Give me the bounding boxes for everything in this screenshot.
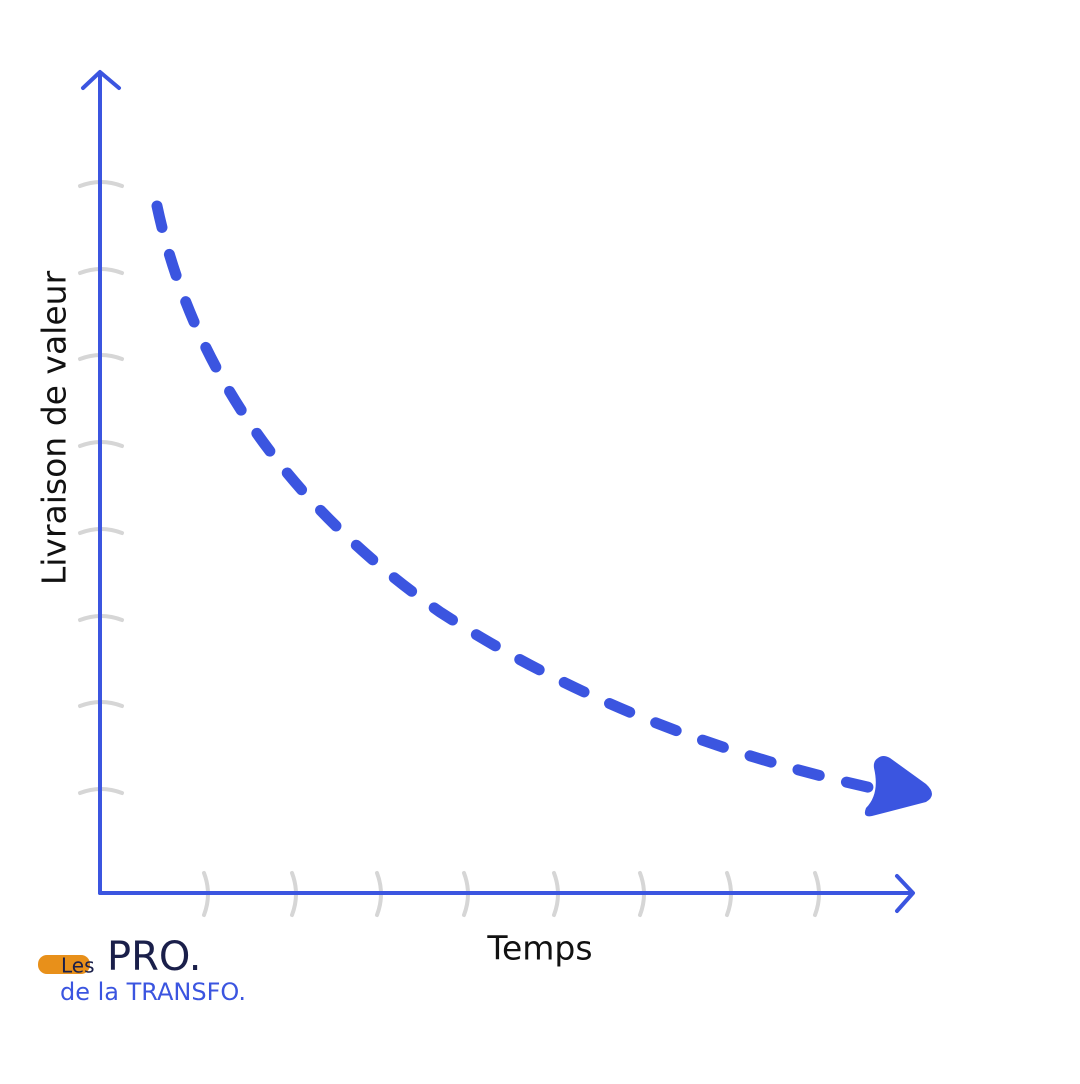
trend-arrowhead [864, 756, 932, 817]
x-axis-label: Temps [486, 929, 592, 968]
logo-transfo: de la TRANSFO. [60, 978, 246, 1006]
logo-les: Les [61, 954, 95, 978]
y-axis-arrow [81, 70, 121, 90]
y-axis-label: Livraison de valeur [35, 270, 74, 585]
trend-curve [151, 200, 878, 794]
logo-badge [38, 955, 90, 974]
axes [81, 70, 915, 913]
x-axis-arrow [895, 874, 915, 913]
logo-pro: PRO. [107, 934, 202, 980]
